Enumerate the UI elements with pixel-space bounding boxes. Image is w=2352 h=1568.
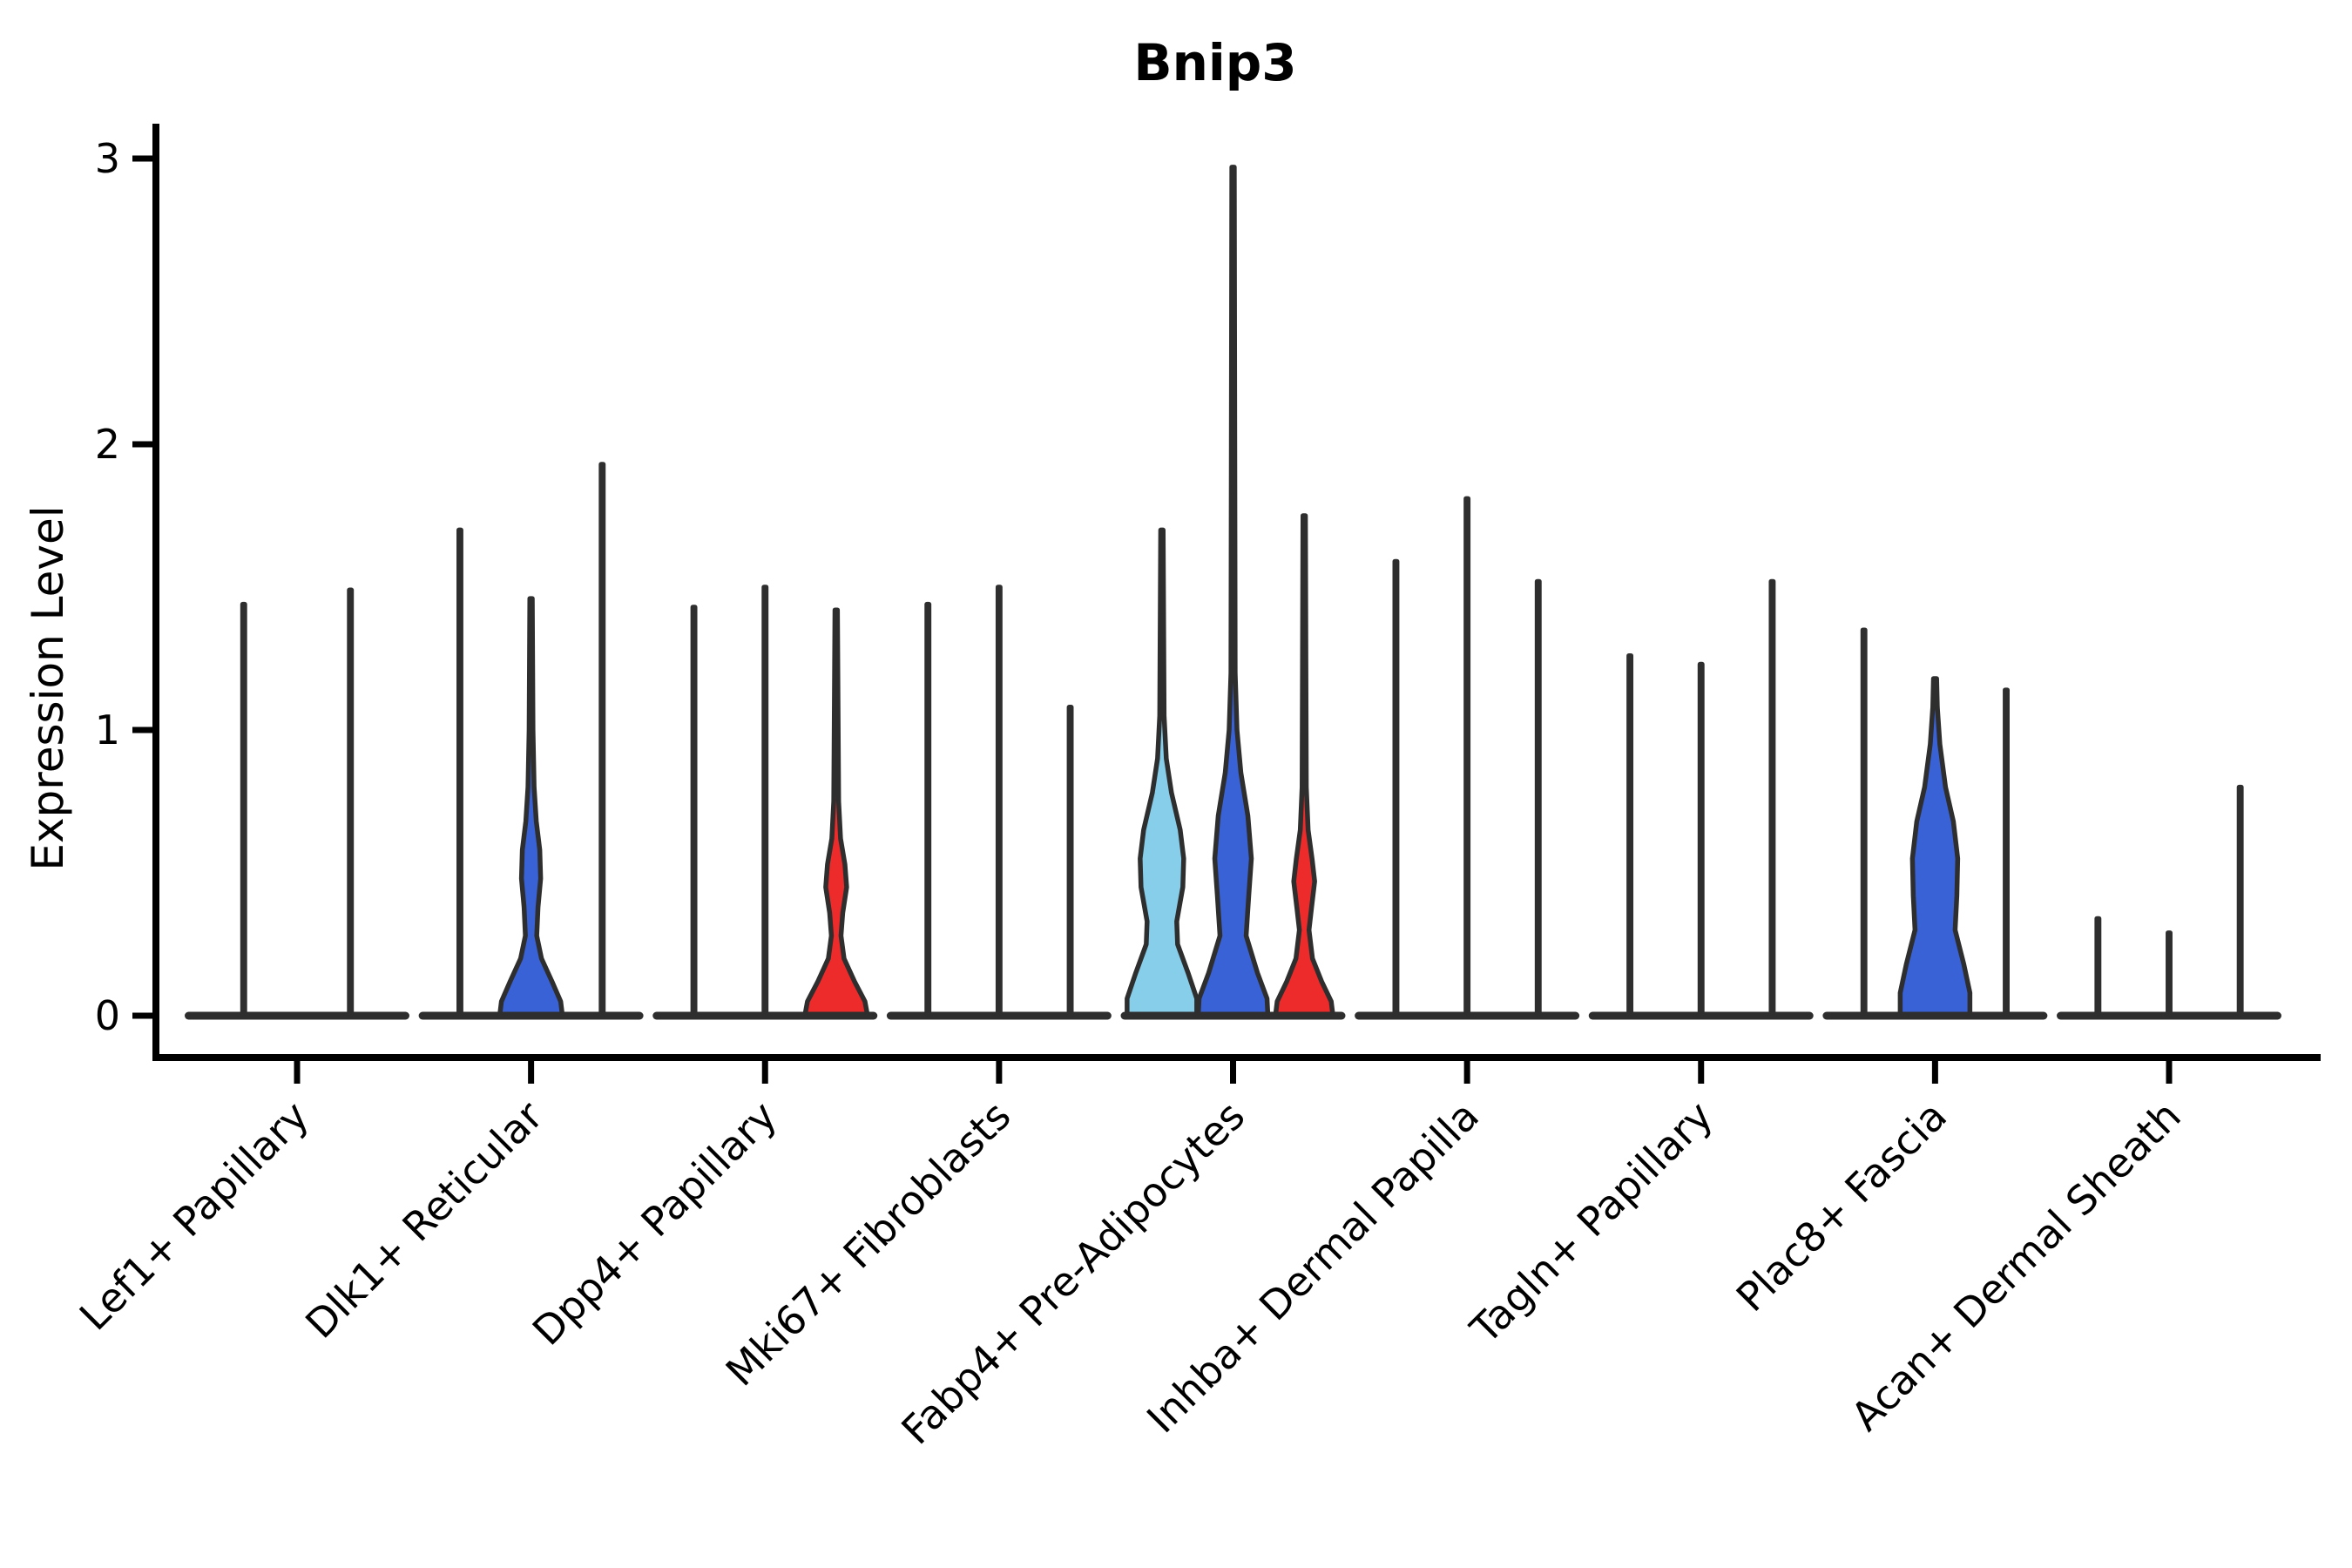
violin-4-2: [1273, 513, 1335, 1018]
violin-6-1: [1697, 661, 1705, 1018]
violin-4-1: [1195, 165, 1271, 1018]
violin-8-1: [2166, 930, 2173, 1018]
violin-8-0: [2094, 916, 2102, 1018]
violin-4-0: [1125, 527, 1200, 1018]
y-axis-title: Expression Level: [23, 505, 73, 870]
violin-5-2: [1534, 578, 1542, 1018]
violin-2-2: [802, 607, 870, 1018]
violin-0-0: [240, 601, 247, 1018]
violin-2-1: [761, 585, 769, 1018]
violin-3-0: [924, 601, 932, 1018]
x-tick-label: Dpp4+ Papillary: [524, 1092, 786, 1355]
x-tick-label: Tagln+ Papillary: [1461, 1092, 1722, 1354]
x-tick-label: Lef1+ Papillary: [71, 1092, 318, 1340]
chart-title: Bnip3: [1133, 33, 1296, 92]
violin-3-2: [1066, 705, 1074, 1018]
x-tick-label: Plac8+ Fascia: [1727, 1092, 1956, 1321]
y-tick-label: 0: [95, 992, 120, 1039]
violin-7-2: [2003, 687, 2010, 1018]
violin-1-1: [497, 596, 565, 1018]
violin-7-1: [1897, 676, 1973, 1018]
axes-layer: [132, 124, 2321, 1084]
y-tick-label: 1: [95, 706, 120, 754]
violin-6-2: [1768, 578, 1776, 1018]
violin-2-0: [690, 605, 698, 1018]
x-tick-label: Dlk1+ Reticular: [296, 1092, 551, 1348]
y-tick-label: 2: [95, 421, 120, 468]
violin-3-1: [995, 585, 1003, 1018]
violin-1-2: [598, 462, 606, 1018]
violin-1-0: [456, 527, 463, 1018]
violin-5-1: [1463, 496, 1471, 1018]
violin-6-0: [1626, 652, 1634, 1018]
violin-7-0: [1860, 627, 1868, 1018]
violins-layer: [185, 165, 2281, 1020]
y-tick-label: 3: [95, 135, 120, 182]
violin-0-1: [347, 587, 355, 1018]
violin-5-0: [1392, 558, 1400, 1018]
violin-8-2: [2236, 784, 2244, 1018]
